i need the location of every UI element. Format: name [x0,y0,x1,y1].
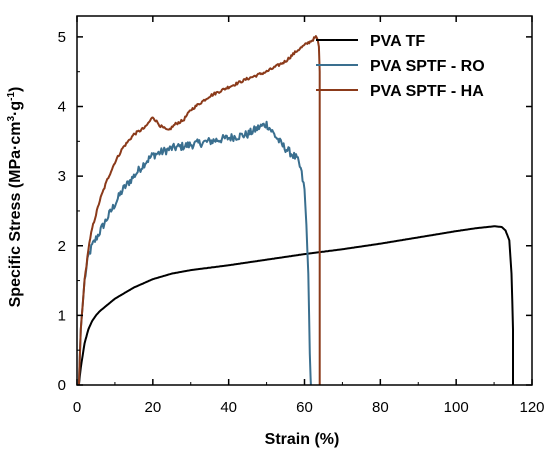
axes-layer: 0 20 40 60 80 100 120 0 1 2 3 4 5 [58,15,545,416]
series-layer [77,35,514,386]
y-axis-label-sup1: 3 [6,116,17,122]
y-tick-label: 0 [58,377,66,394]
series-line-0 [77,225,514,386]
y-tick-label: 1 [58,307,66,324]
y-tick-label: 5 [58,29,66,46]
x-tick-label: 100 [444,399,469,416]
x-tick-label: 40 [220,399,237,416]
y-axis-label-suffix: ) [7,87,24,92]
y-axis-label-middle: ·g [7,101,24,116]
y-tick-label: 4 [58,99,66,116]
x-tick-label: 0 [73,399,81,416]
legend: PVA TF PVA SPTF - RO PVA SPTF - HA [316,33,485,100]
legend-label-2: PVA SPTF - HA [370,83,484,100]
y-axis-label: Specific Stress (MPa·cm3·g-1) [6,87,24,308]
y-tick-label: 3 [58,168,66,185]
x-axis-label: Strain (%) [265,431,340,448]
y-axis-label-sup2: -1 [6,92,17,101]
x-tick-label: 60 [296,399,313,416]
series-line-2 [77,35,321,386]
y-tick-label: 2 [58,238,66,255]
legend-label-0: PVA TF [370,33,425,50]
series-line-1 [77,120,312,386]
legend-label-1: PVA SPTF - RO [370,58,485,75]
x-tick-label: 20 [144,399,161,416]
x-tick-label: 80 [372,399,389,416]
x-tick-label: 120 [519,399,544,416]
y-axis-label-prefix: Specific Stress (MPa·cm [7,122,24,308]
